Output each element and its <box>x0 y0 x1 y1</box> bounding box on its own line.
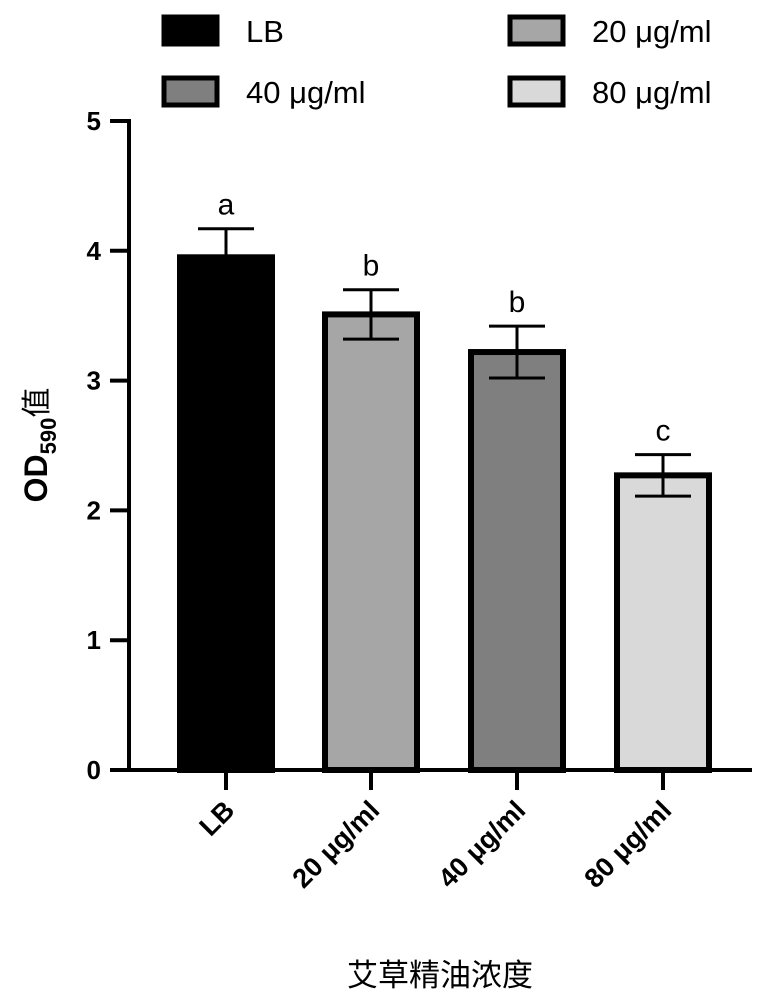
significance-letter: b <box>509 286 526 319</box>
legend-label: 20 μg/ml <box>592 14 712 49</box>
y-axis-ticks: 0 1 2 3 4 5 <box>87 106 129 785</box>
x-tick-label: 40 μg/ml <box>433 795 532 894</box>
x-tick-label: LB <box>194 795 241 842</box>
legend-label: LB <box>246 14 284 49</box>
significance-letter: a <box>218 189 235 222</box>
x-axis-title: 艾草精油浓度 <box>347 958 533 994</box>
significance-labels: a b b c <box>218 189 671 448</box>
y-tick-label: 0 <box>87 755 101 785</box>
bar <box>177 254 275 774</box>
legend-swatch <box>507 75 566 108</box>
y-axis-title-suffix: 值 <box>20 388 55 418</box>
y-tick-label: 3 <box>87 366 101 396</box>
legend-label: 80 μg/ml <box>592 75 712 110</box>
y-tick-label: 2 <box>87 495 101 525</box>
significance-letter: b <box>363 250 380 283</box>
significance-letter: c <box>656 415 671 448</box>
x-tick-label: 20 μg/ml <box>287 795 386 894</box>
x-tick-label: 80 μg/ml <box>579 795 678 894</box>
bar <box>468 349 566 773</box>
y-axis-title-main: OD <box>18 454 54 502</box>
y-axis-title-subscript: 590 <box>36 418 61 455</box>
legend-swatch <box>161 75 220 108</box>
legend-label: 40 μg/ml <box>246 75 366 110</box>
y-axis-title: OD590值 <box>18 388 61 503</box>
bar <box>322 311 420 773</box>
y-tick-label: 4 <box>87 236 102 266</box>
x-tick-labels: LB 20 μg/ml 40 μg/ml 80 μg/ml <box>194 795 678 894</box>
legend-swatch <box>161 14 220 47</box>
x-axis-ticks <box>224 770 665 790</box>
chart-legend: LB 20 μg/ml 40 μg/ml 80 μg/ml <box>161 14 712 110</box>
bar <box>614 472 712 773</box>
legend-swatch <box>507 14 566 47</box>
chart-bars <box>177 254 712 774</box>
chart-error-bars <box>198 227 691 498</box>
y-tick-label: 5 <box>87 106 101 136</box>
y-tick-label: 1 <box>87 625 101 655</box>
